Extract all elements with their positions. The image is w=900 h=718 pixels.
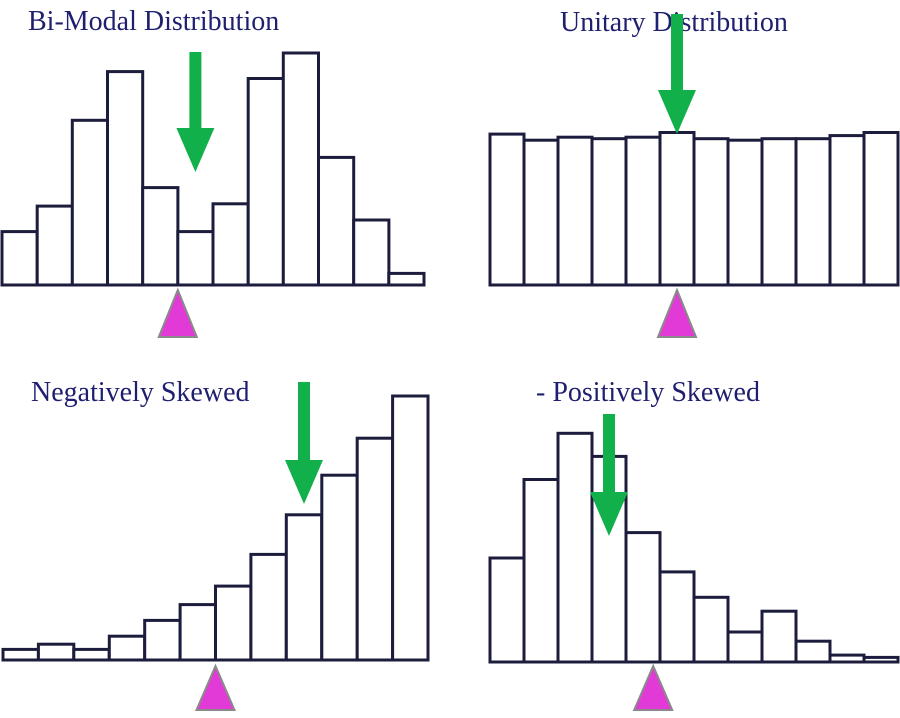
- bar-negatively-skewed-3: [72, 647, 111, 662]
- bar-positively-skewed-8: [726, 630, 764, 664]
- bar-bimodal-9: [281, 51, 320, 287]
- bar-positively-skewed-6: [658, 570, 696, 664]
- mean-marker-unitary: [656, 287, 698, 338]
- bar-negatively-skewed-1: [1, 647, 40, 662]
- mode-arrow-positively-skewed: [590, 414, 628, 536]
- bar-unitary-9: [760, 137, 798, 287]
- bar-unitary-11: [828, 134, 866, 287]
- mean-marker-bimodal: [157, 287, 199, 338]
- bar-unitary-4: [590, 137, 628, 287]
- bar-negatively-skewed-2: [36, 642, 76, 662]
- bar-negatively-skewed-9: [284, 513, 324, 662]
- bar-bimodal-2: [35, 204, 74, 287]
- bar-bimodal-6: [176, 230, 215, 287]
- bar-positively-skewed-2: [522, 478, 560, 664]
- bar-bimodal-5: [141, 186, 180, 287]
- chart-title-positively-skewed: - Positively Skewed: [536, 377, 760, 408]
- bar-negatively-skewed-5: [143, 618, 182, 662]
- bar-positively-skewed-11: [828, 653, 866, 664]
- bar-negatively-skewed-12: [391, 394, 430, 662]
- bar-positively-skewed-9: [760, 609, 798, 664]
- bar-unitary-2: [522, 138, 560, 287]
- bar-positively-skewed-10: [794, 639, 832, 664]
- bar-bimodal-8: [246, 77, 285, 287]
- bar-negatively-skewed-8: [249, 552, 288, 662]
- bar-bimodal-7: [211, 202, 250, 287]
- mode-arrow-bimodal: [176, 52, 215, 172]
- bar-negatively-skewed-4: [107, 634, 147, 662]
- bar-unitary-7: [692, 137, 730, 287]
- bar-bimodal-10: [317, 155, 356, 287]
- bar-positively-skewed-1: [488, 556, 526, 664]
- bar-negatively-skewed-10: [320, 473, 359, 662]
- bar-negatively-skewed-7: [214, 584, 253, 662]
- bar-unitary-1: [488, 132, 526, 287]
- mean-marker-negatively-skewed: [194, 663, 237, 711]
- bar-negatively-skewed-6: [178, 603, 218, 662]
- mean-marker-positively-skewed: [632, 663, 674, 711]
- bar-unitary-3: [556, 135, 594, 287]
- bar-positively-skewed-7: [692, 595, 730, 664]
- bar-bimodal-11: [352, 218, 391, 287]
- bar-positively-skewed-5: [624, 531, 662, 664]
- bar-unitary-6: [658, 131, 696, 287]
- chart-title-negatively-skewed: Negatively Skewed: [31, 377, 250, 408]
- chart-title-bimodal: Bi-Modal Distribution: [28, 6, 279, 37]
- bar-unitary-12: [862, 131, 900, 287]
- bar-bimodal-3: [70, 118, 110, 287]
- bar-unitary-8: [726, 138, 764, 287]
- bar-unitary-5: [624, 135, 662, 287]
- mode-arrow-negatively-skewed: [285, 382, 323, 504]
- bar-negatively-skewed-11: [355, 436, 395, 662]
- bar-positively-skewed-12: [862, 655, 900, 664]
- bar-positively-skewed-3: [556, 431, 594, 664]
- bar-bimodal-4: [106, 70, 145, 287]
- bar-bimodal-12: [387, 271, 426, 287]
- bar-bimodal-1: [0, 230, 39, 287]
- mode-arrow-unitary: [658, 14, 696, 134]
- bar-unitary-10: [794, 137, 832, 287]
